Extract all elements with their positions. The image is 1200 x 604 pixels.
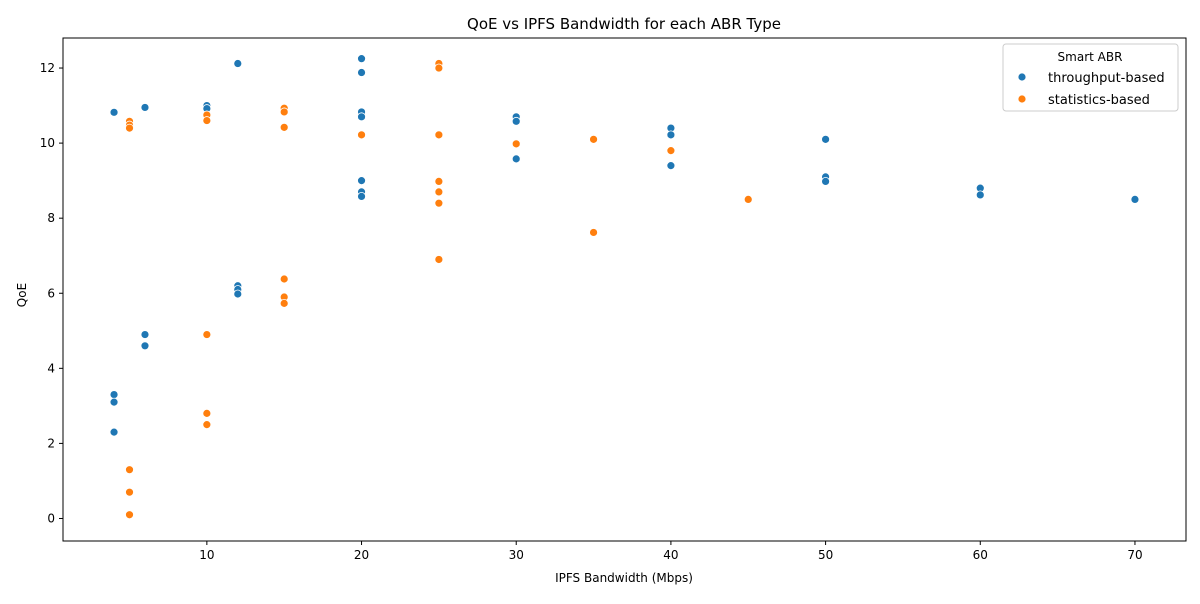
plot-area: 10 20 30 40 50 60 70 0 2 4 6 8 10 12: [40, 37, 1187, 562]
x-tick-label: 20: [354, 548, 369, 562]
data-point: [434, 176, 444, 186]
x-tick-label: 40: [663, 548, 678, 562]
data-point: [743, 195, 753, 204]
data-point: [357, 176, 366, 186]
data-point: [434, 130, 444, 140]
data-point: [511, 116, 521, 126]
series-throughput-based: [109, 54, 1140, 437]
legend-marker: [1017, 72, 1027, 82]
data-point: [125, 465, 134, 475]
data-point: [202, 408, 212, 418]
legend-label: throughput-based: [1048, 71, 1165, 86]
data-point: [233, 289, 243, 299]
x-axis-label: IPFS Bandwidth (Mbps): [555, 571, 693, 585]
data-point: [434, 63, 444, 73]
legend-box: [1002, 43, 1179, 112]
data-point: [279, 298, 289, 308]
data-point: [821, 134, 830, 144]
series-statistics-based: [125, 59, 753, 520]
data-point: [666, 146, 676, 156]
legend-label: statistics-based: [1048, 93, 1150, 108]
legend-title: Smart ABR: [1058, 50, 1123, 64]
x-tick-label: 60: [973, 548, 988, 562]
data-point: [357, 54, 366, 64]
legend: Smart ABR throughput-based statistics-bas…: [1002, 43, 1179, 112]
data-point: [975, 190, 985, 200]
data-point: [589, 228, 598, 237]
data-point: [125, 123, 134, 133]
data-point: [511, 139, 521, 149]
data-point: [434, 198, 444, 208]
data-point: [511, 154, 521, 164]
data-point: [202, 116, 212, 125]
data-point: [233, 59, 243, 68]
data-point: [125, 487, 134, 497]
data-point: [202, 420, 212, 430]
y-tick-label: 0: [47, 511, 55, 525]
y-axis-label: QoE: [15, 283, 29, 307]
data-point: [589, 134, 598, 144]
legend-marker: [1017, 94, 1027, 104]
data-point: [434, 255, 444, 264]
data-point: [140, 330, 150, 339]
data-point: [357, 192, 366, 201]
data-point: [125, 510, 134, 520]
data-point: [109, 390, 119, 400]
y-tick-label: 2: [47, 436, 55, 450]
data-point: [666, 161, 676, 171]
x-axis-ticks: 10 20 30 40 50 60 70: [199, 541, 1143, 562]
data-point: [1130, 195, 1140, 204]
data-point: [357, 130, 366, 140]
data-point: [140, 103, 150, 112]
data-point: [109, 107, 119, 117]
x-tick-label: 30: [509, 548, 524, 562]
data-point: [279, 122, 289, 132]
data-point: [140, 341, 150, 351]
data-point: [434, 187, 444, 197]
data-point: [821, 176, 830, 186]
data-point: [357, 112, 366, 122]
data-point: [202, 330, 212, 339]
data-point: [666, 130, 676, 140]
y-tick-label: 12: [40, 61, 55, 75]
y-tick-label: 10: [40, 136, 55, 150]
x-tick-label: 50: [818, 548, 833, 562]
data-point: [357, 68, 366, 77]
legend-items: throughput-based statistics-based: [1017, 71, 1165, 108]
data-points: [109, 54, 1140, 520]
y-axis-ticks: 0 2 4 6 8 10 12: [40, 61, 63, 525]
data-point: [279, 107, 289, 117]
x-tick-label: 70: [1127, 548, 1142, 562]
data-point: [279, 274, 289, 284]
y-tick-label: 6: [47, 286, 55, 300]
chart-title: QoE vs IPFS Bandwidth for each ABR Type: [467, 15, 781, 33]
data-point: [109, 397, 119, 407]
data-point: [109, 427, 119, 437]
plot-frame: [62, 37, 1187, 542]
x-tick-label: 10: [199, 548, 214, 562]
y-tick-label: 8: [47, 211, 55, 225]
y-tick-label: 4: [47, 361, 55, 375]
